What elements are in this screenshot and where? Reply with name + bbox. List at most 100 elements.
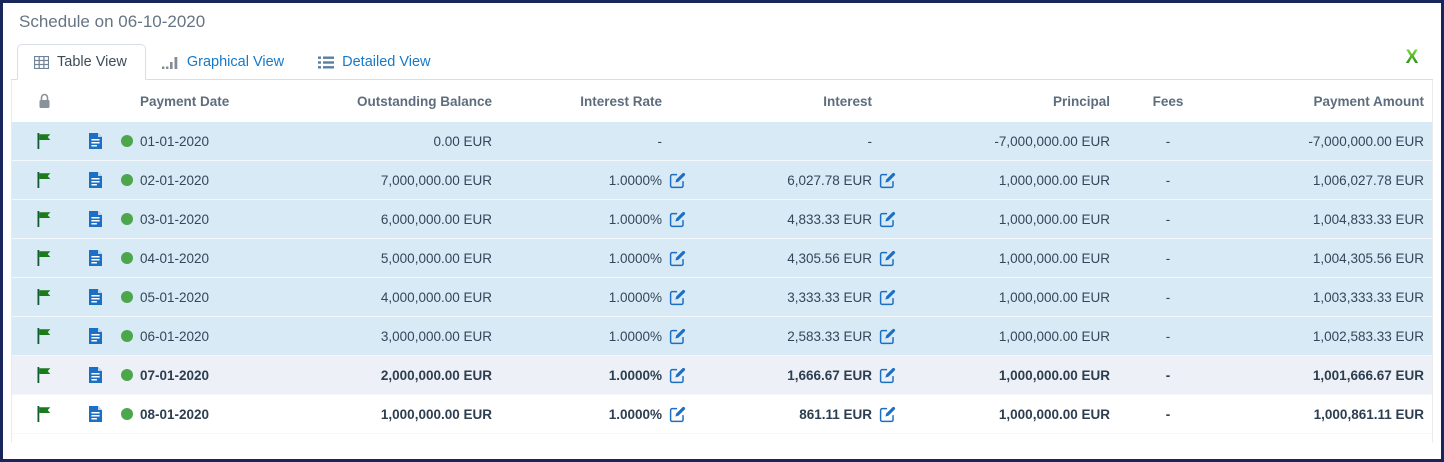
interest-value: 1,666.67 EUR (787, 367, 872, 383)
edit-interest-icon[interactable] (879, 328, 896, 345)
flag-icon[interactable] (36, 367, 53, 383)
excel-x-icon: X (1401, 46, 1423, 68)
cell-outstanding-balance: 3,000,000.00 EUR (380, 328, 492, 344)
document-icon[interactable] (88, 171, 103, 189)
flag-icon[interactable] (36, 328, 53, 344)
flag-icon[interactable] (36, 133, 53, 149)
edit-interest-rate-icon[interactable] (669, 328, 686, 345)
view-tabbar: Table View Graphical View (11, 40, 1433, 80)
cell-payment-date: 06-01-2020 (140, 328, 210, 344)
svg-text:X: X (1406, 47, 1419, 68)
cell-payment-amount: 1,004,833.33 EUR (1312, 211, 1424, 227)
header-payment-amount: Payment Amount (1313, 93, 1424, 109)
cell-fees: - (1165, 172, 1171, 188)
edit-interest-rate-icon[interactable] (669, 289, 686, 306)
table-row: 02-01-2020 7,000,000.00 EUR 1.0000% 6,02… (12, 161, 1432, 200)
status-dot (121, 408, 133, 420)
tab-table-view[interactable]: Table View (17, 44, 146, 80)
table-header: Payment Date Outstanding Balance Interes… (12, 80, 1432, 122)
cell-payment-date: 07-01-2020 (140, 367, 210, 383)
edit-interest-rate-icon[interactable] (669, 406, 686, 423)
cell-interest-rate: 1.0000% (492, 211, 686, 228)
table-row: 08-01-2020 1,000,000.00 EUR 1.0000% 861.… (12, 395, 1432, 434)
document-icon[interactable] (88, 132, 103, 150)
status-dot (121, 291, 133, 303)
cell-outstanding-balance: 0.00 EUR (433, 133, 492, 149)
cell-principal: 1,000,000.00 EUR (998, 289, 1110, 305)
cell-fees: - (1165, 250, 1171, 266)
cell-payment-amount: 1,006,027.78 EUR (1312, 172, 1424, 188)
cell-payment-date: 01-01-2020 (140, 133, 210, 149)
cell-payment-date: 02-01-2020 (140, 172, 210, 188)
edit-interest-icon[interactable] (879, 289, 896, 306)
cell-interest: 3,333.33 EUR (686, 289, 896, 306)
edit-interest-icon[interactable] (879, 367, 896, 384)
flag-icon[interactable] (36, 211, 53, 227)
page-title: Schedule on 06-10-2020 (19, 12, 206, 31)
flag-icon[interactable] (36, 406, 53, 422)
table-icon (34, 55, 49, 69)
lock-icon (12, 93, 76, 109)
tab-detailed-view[interactable]: Detailed View (302, 45, 448, 79)
cell-payment-date: 03-01-2020 (140, 211, 210, 227)
edit-interest-icon[interactable] (879, 406, 896, 423)
header-fees: Fees (1152, 93, 1184, 109)
interest-rate-value: 1.0000% (608, 406, 662, 422)
cell-interest: 1,666.67 EUR (686, 367, 896, 384)
cell-interest-rate: 1.0000% (492, 328, 686, 345)
status-dot (121, 174, 133, 186)
table-row: 07-01-2020 2,000,000.00 EUR 1.0000% 1,66… (12, 356, 1432, 395)
cell-principal: 1,000,000.00 EUR (998, 211, 1110, 227)
edit-interest-icon[interactable] (879, 250, 896, 267)
cell-interest-rate: 1.0000% (492, 250, 686, 267)
document-icon[interactable] (88, 288, 103, 306)
cell-interest-rate: - (492, 133, 686, 150)
edit-interest-rate-icon[interactable] (669, 211, 686, 228)
flag-icon[interactable] (36, 250, 53, 266)
document-icon[interactable] (88, 405, 103, 423)
cell-payment-amount: -7,000,000.00 EUR (1308, 133, 1424, 149)
document-icon[interactable] (88, 210, 103, 228)
cell-outstanding-balance: 5,000,000.00 EUR (380, 250, 492, 266)
document-icon[interactable] (88, 366, 103, 384)
edit-interest-icon[interactable] (879, 172, 896, 189)
schedule-table: Payment Date Outstanding Balance Interes… (11, 80, 1433, 443)
cell-payment-amount: 1,002,583.33 EUR (1312, 328, 1424, 344)
tab-graphical-view-label: Graphical View (186, 54, 285, 70)
cell-payment-date: 04-01-2020 (140, 250, 210, 266)
interest-value: 4,833.33 EUR (787, 211, 872, 227)
cell-interest: 4,305.56 EUR (686, 250, 896, 267)
edit-interest-rate-icon[interactable] (669, 250, 686, 267)
cell-interest: 861.11 EUR (686, 406, 896, 423)
tab-table-view-label: Table View (57, 54, 127, 70)
interest-value: 2,583.33 EUR (787, 328, 872, 344)
schedule-panel: Table View Graphical View (11, 40, 1433, 443)
header-interest: Interest (823, 93, 872, 109)
flag-icon[interactable] (36, 172, 53, 188)
edit-interest-rate-icon[interactable] (669, 172, 686, 189)
cell-principal: 1,000,000.00 EUR (998, 406, 1110, 422)
edit-interest-icon[interactable] (879, 211, 896, 228)
table-row: 01-01-2020 0.00 EUR - - -7,000,000.00 EU… (12, 122, 1432, 161)
excel-export-button[interactable]: X (1399, 44, 1425, 70)
tab-graphical-view[interactable]: Graphical View (146, 45, 302, 79)
table-row: 03-01-2020 6,000,000.00 EUR 1.0000% 4,83… (12, 200, 1432, 239)
document-icon[interactable] (88, 249, 103, 267)
interest-rate-value: - (657, 133, 663, 149)
cell-payment-amount: 1,003,333.33 EUR (1312, 289, 1424, 305)
status-dot (121, 213, 133, 225)
edit-interest-rate-icon[interactable] (669, 367, 686, 384)
interest-value: 3,333.33 EUR (787, 289, 872, 305)
interest-rate-value: 1.0000% (608, 250, 662, 266)
header-interest-rate: Interest Rate (580, 93, 662, 109)
cell-outstanding-balance: 7,000,000.00 EUR (380, 172, 492, 188)
cell-fees: - (1165, 133, 1171, 149)
table-row: 04-01-2020 5,000,000.00 EUR 1.0000% 4,30… (12, 239, 1432, 278)
flag-icon[interactable] (36, 289, 53, 305)
interest-value: 6,027.78 EUR (787, 172, 872, 188)
cell-payment-amount: 1,004,305.56 EUR (1312, 250, 1424, 266)
cell-payment-date: 08-01-2020 (140, 406, 210, 422)
document-icon[interactable] (88, 327, 103, 345)
cell-outstanding-balance: 4,000,000.00 EUR (380, 289, 492, 305)
